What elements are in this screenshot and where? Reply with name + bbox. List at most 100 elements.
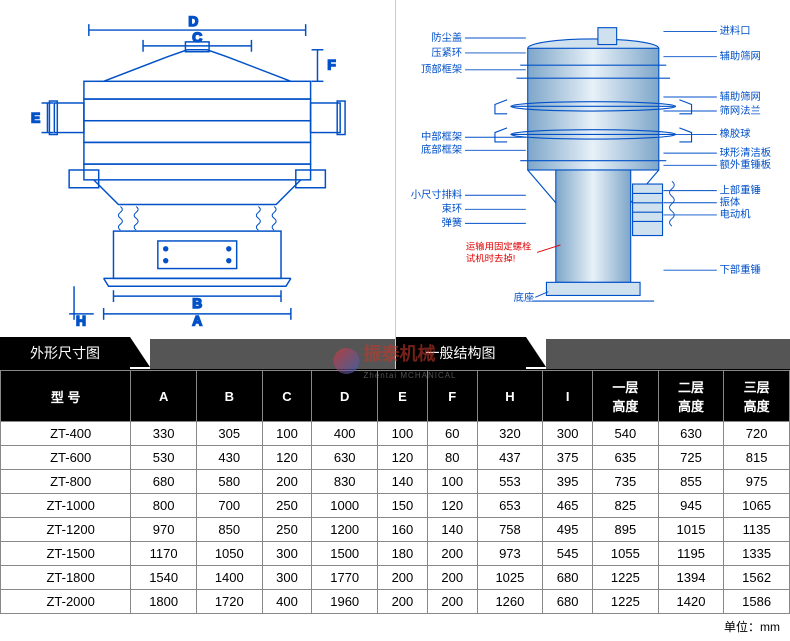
warn-line1: 运输用固定螺栓 bbox=[465, 241, 531, 252]
struct-label-right: 球形清洁板 bbox=[719, 146, 770, 159]
struct-label-left: 底部框架 bbox=[421, 143, 462, 156]
table-cell: 100 bbox=[427, 470, 477, 494]
table-cell: 720 bbox=[724, 422, 790, 446]
dimension-drawing: D C bbox=[10, 10, 385, 330]
table-cell: 850 bbox=[196, 518, 262, 542]
table-row: ZT-1200970850250120016014075849589510151… bbox=[1, 518, 790, 542]
table-cell: 1135 bbox=[724, 518, 790, 542]
dim-B: B bbox=[192, 296, 202, 311]
table-cell: 530 bbox=[131, 446, 197, 470]
table-cell: 200 bbox=[427, 566, 477, 590]
table-cell: 815 bbox=[724, 446, 790, 470]
table-cell: 1065 bbox=[724, 494, 790, 518]
table-cell: 1770 bbox=[312, 566, 378, 590]
table-cell: 1050 bbox=[196, 542, 262, 566]
table-cell: 400 bbox=[312, 422, 378, 446]
watermark-logo-icon bbox=[333, 348, 359, 374]
table-cell: 200 bbox=[378, 590, 428, 614]
table-cell: 250 bbox=[262, 494, 312, 518]
dimension-drawing-panel: D C bbox=[0, 0, 395, 369]
table-cell: 180 bbox=[378, 542, 428, 566]
dim-E: E bbox=[31, 111, 40, 126]
table-header: 型 号 bbox=[1, 371, 131, 422]
struct-label-right: 振体 bbox=[719, 196, 740, 209]
table-header: A bbox=[131, 371, 197, 422]
struct-label-left: 小尺寸排料 bbox=[410, 188, 461, 201]
table-cell: 545 bbox=[543, 542, 593, 566]
table-cell: 580 bbox=[196, 470, 262, 494]
table-cell: ZT-600 bbox=[1, 446, 131, 470]
watermark-cn: 振泰机械 bbox=[363, 344, 435, 364]
table-cell: 430 bbox=[196, 446, 262, 470]
table-row: ZT-800680580200830140100553395735855975 bbox=[1, 470, 790, 494]
table-cell: 300 bbox=[262, 566, 312, 590]
table-cell: 700 bbox=[196, 494, 262, 518]
table-cell: 400 bbox=[262, 590, 312, 614]
table-cell: 680 bbox=[131, 470, 197, 494]
table-header: 二层高度 bbox=[658, 371, 724, 422]
struct-label-right: 额外重锤板 bbox=[719, 158, 770, 171]
table-cell: 200 bbox=[378, 566, 428, 590]
struct-label-left: 顶部框架 bbox=[421, 63, 462, 76]
table-cell: 120 bbox=[378, 446, 428, 470]
table-row: ZT-1800154014003001770200200102568012251… bbox=[1, 566, 790, 590]
table-header: I bbox=[543, 371, 593, 422]
table-cell: 300 bbox=[262, 542, 312, 566]
table-cell: 320 bbox=[477, 422, 543, 446]
struct-label-left: 弹簧 bbox=[441, 216, 462, 229]
table-cell: 1015 bbox=[658, 518, 724, 542]
struct-label-right: 上部重锤 bbox=[719, 183, 760, 196]
table-cell: ZT-1800 bbox=[1, 566, 131, 590]
table-cell: 1000 bbox=[312, 494, 378, 518]
struct-label-right: 下部重锤 bbox=[719, 263, 760, 276]
table-cell: 200 bbox=[262, 470, 312, 494]
table-cell: 830 bbox=[312, 470, 378, 494]
unit-label: 单位：mm bbox=[0, 614, 790, 641]
table-header: C bbox=[262, 371, 312, 422]
table-cell: ZT-400 bbox=[1, 422, 131, 446]
table-cell: 855 bbox=[658, 470, 724, 494]
struct-label-left: 压紧环 bbox=[431, 47, 462, 59]
structure-diagram: 防尘盖压紧环顶部框架中部框架底部框架小尺寸排料束环弹簧 进料口辅助筛网辅助筛网筛… bbox=[406, 10, 781, 330]
table-cell: 735 bbox=[593, 470, 659, 494]
table-cell: 1720 bbox=[196, 590, 262, 614]
table-cell: 1400 bbox=[196, 566, 262, 590]
table-cell: 375 bbox=[543, 446, 593, 470]
table-cell: 250 bbox=[262, 518, 312, 542]
spec-table: 型 号ABCDEFHI一层高度二层高度三层高度 ZT-4003303051004… bbox=[0, 370, 790, 614]
table-cell: ZT-1500 bbox=[1, 542, 131, 566]
table-cell: 465 bbox=[543, 494, 593, 518]
table-cell: 100 bbox=[262, 422, 312, 446]
table-row: ZT-40033030510040010060320300540630720 bbox=[1, 422, 790, 446]
table-cell: 160 bbox=[378, 518, 428, 542]
table-cell: 630 bbox=[312, 446, 378, 470]
table-cell: 495 bbox=[543, 518, 593, 542]
table-cell: 1500 bbox=[312, 542, 378, 566]
table-header: 三层高度 bbox=[724, 371, 790, 422]
table-cell: 120 bbox=[427, 494, 477, 518]
watermark-en: Zhentai MCHANICAL bbox=[363, 371, 456, 380]
table-cell: 553 bbox=[477, 470, 543, 494]
table-cell: 1960 bbox=[312, 590, 378, 614]
table-cell: 758 bbox=[477, 518, 543, 542]
table-cell: 653 bbox=[477, 494, 543, 518]
table-cell: ZT-1200 bbox=[1, 518, 131, 542]
table-row: ZT-1000800700250100015012065346582594510… bbox=[1, 494, 790, 518]
table-cell: 1225 bbox=[593, 566, 659, 590]
table-cell: 200 bbox=[427, 542, 477, 566]
struct-label-right: 辅助筛网 bbox=[719, 50, 760, 63]
table-cell: 1420 bbox=[658, 590, 724, 614]
table-cell: 1170 bbox=[131, 542, 197, 566]
table-row: ZT-1500117010503001500180200973545105511… bbox=[1, 542, 790, 566]
table-cell: 725 bbox=[658, 446, 724, 470]
watermark: 振泰机械 Zhentai MCHANICAL bbox=[333, 340, 456, 381]
table-cell: 635 bbox=[593, 446, 659, 470]
table-cell: 80 bbox=[427, 446, 477, 470]
table-cell: ZT-1000 bbox=[1, 494, 131, 518]
table-cell: 1562 bbox=[724, 566, 790, 590]
diagram-row: D C bbox=[0, 0, 790, 370]
warn-line2: 试机时去掉! bbox=[465, 253, 514, 264]
struct-label-right: 电动机 bbox=[719, 208, 751, 221]
table-cell: 150 bbox=[378, 494, 428, 518]
table-cell: 1586 bbox=[724, 590, 790, 614]
